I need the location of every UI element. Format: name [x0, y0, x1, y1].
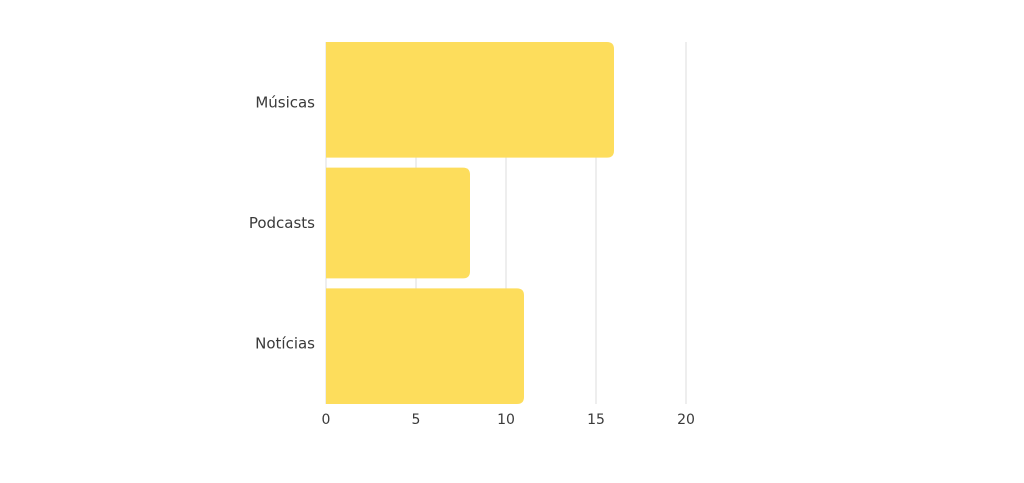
bar-1	[326, 167, 470, 279]
bar-0	[326, 42, 614, 158]
x-tick-label: 5	[412, 412, 421, 428]
category-label: Notícias	[255, 335, 315, 353]
category-labels: Músicas Podcasts Notícias	[249, 93, 315, 352]
category-label: Músicas	[255, 93, 315, 111]
bars	[326, 42, 614, 404]
category-label: Podcasts	[249, 214, 315, 232]
bar-2	[326, 288, 524, 404]
x-tick-label: 0	[322, 412, 331, 428]
x-tick-label: 20	[677, 412, 695, 428]
x-tick-label: 10	[497, 412, 515, 428]
x-axis-ticks: 0 5 10 15 20	[322, 412, 695, 428]
x-tick-label: 15	[587, 412, 605, 428]
